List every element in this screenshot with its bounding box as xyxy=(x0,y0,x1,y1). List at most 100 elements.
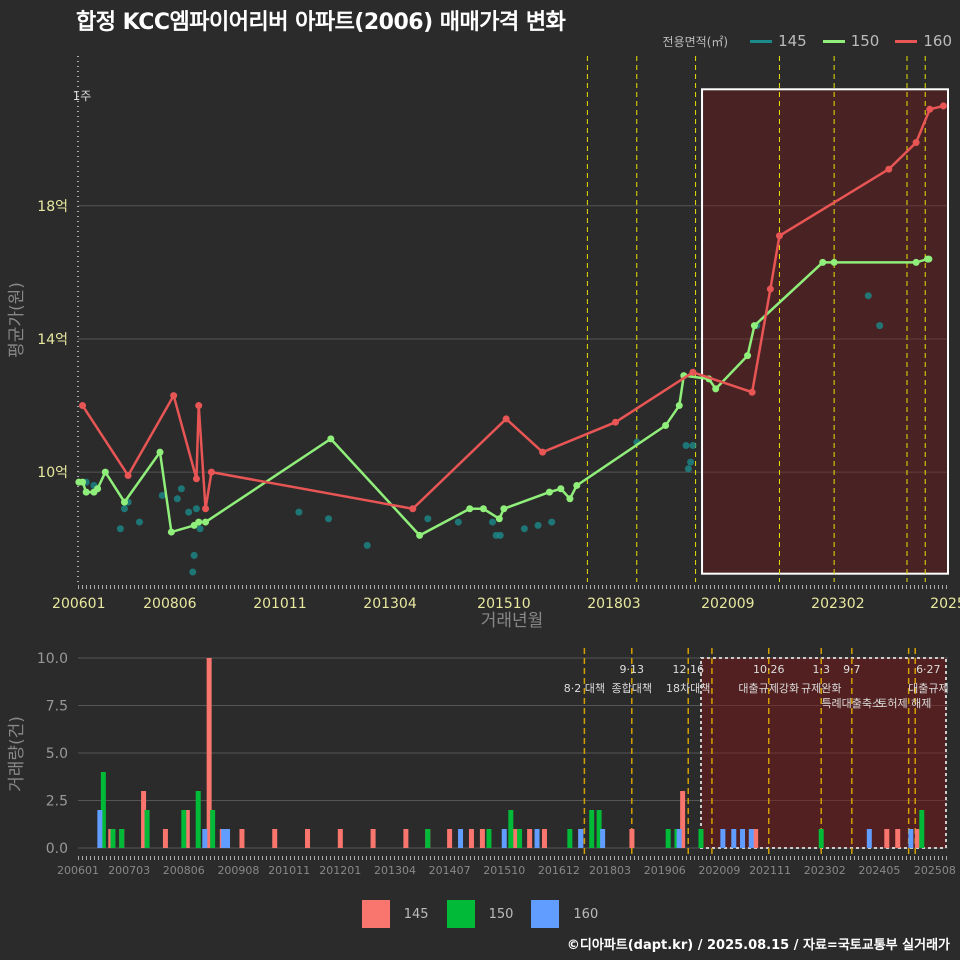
volume-bar-150 xyxy=(110,829,116,848)
price-xtick-label: 200601 xyxy=(52,596,105,612)
price-xtick-label: 201803 xyxy=(587,596,640,612)
volume-xtick-label: 201803 xyxy=(589,864,631,877)
volume-xtick-label: 202508 xyxy=(914,864,956,877)
volume-bar-160 xyxy=(600,829,606,848)
price-point-150 xyxy=(202,518,210,526)
price-point-150 xyxy=(101,468,109,476)
price-point-160 xyxy=(170,392,178,400)
volume-bar-145 xyxy=(206,658,212,848)
volume-bar-150 xyxy=(100,772,106,848)
price-point-160 xyxy=(539,448,547,456)
price-point-145 xyxy=(158,491,166,499)
price-point-160 xyxy=(766,285,774,293)
price-point-150 xyxy=(167,528,175,536)
volume-legend-label-160: 160 xyxy=(573,906,599,922)
volume-ytick-label: 7.5 xyxy=(46,699,68,715)
price-point-150 xyxy=(156,448,164,456)
price-point-160 xyxy=(689,368,697,376)
price-point-160 xyxy=(202,505,210,513)
price-line-150 xyxy=(78,257,929,537)
price-point-150 xyxy=(750,322,758,330)
volume-xtick-label: 202111 xyxy=(749,864,791,877)
policy-name-label: 종합대책 xyxy=(612,682,652,695)
volume-bar-145 xyxy=(895,829,901,848)
top-left-label: 1주 xyxy=(73,89,92,103)
volume-bar-160 xyxy=(908,829,914,848)
price-point-150 xyxy=(912,258,920,266)
price-point-160 xyxy=(502,415,510,423)
volume-bar-145 xyxy=(629,829,635,848)
volume-bar-150 xyxy=(589,810,595,848)
price-point-160 xyxy=(207,468,215,476)
volume-xtick-label: 200703 xyxy=(108,864,150,877)
volume-xtick-label: 202302 xyxy=(804,864,846,877)
policy-name-label: 18차대책 xyxy=(666,682,710,695)
price-point-160 xyxy=(79,402,87,410)
volume-xtick-label: 200908 xyxy=(217,864,259,877)
volume-bar-160 xyxy=(720,829,726,848)
legend-item-145[interactable]: 145 xyxy=(746,32,807,50)
volume-legend: 145 150 160 xyxy=(0,900,960,928)
volume-legend-label-145: 145 xyxy=(403,906,429,922)
price-point-145 xyxy=(496,531,504,539)
price-point-145 xyxy=(120,505,128,513)
volume-bar-160 xyxy=(458,829,464,848)
price-point-145 xyxy=(548,518,556,526)
legend-swatch-150 xyxy=(822,39,845,43)
volume-bar-150 xyxy=(818,829,824,848)
volume-bar-145 xyxy=(914,829,920,848)
legend-title: 전용면적(㎡) xyxy=(662,34,729,49)
price-point-150 xyxy=(79,478,87,486)
volume-bar-150 xyxy=(919,810,925,848)
price-point-150 xyxy=(925,255,933,263)
price-point-150 xyxy=(495,515,503,523)
legend-item-160[interactable]: 160 xyxy=(891,32,952,50)
policy-name-label: 대출규제강화 xyxy=(738,682,799,695)
volume-y-axis-title: 거래량(건) xyxy=(7,716,27,792)
price-point-145 xyxy=(363,541,371,549)
volume-bar-150 xyxy=(210,810,216,848)
volume-xtick-label: 201407 xyxy=(429,864,471,877)
price-point-150 xyxy=(416,531,424,539)
volume-bar-160 xyxy=(97,810,103,848)
price-point-145 xyxy=(185,508,193,516)
volume-bar-160 xyxy=(748,829,754,848)
price-point-145 xyxy=(177,485,185,493)
volume-legend-item-145[interactable]: 145 xyxy=(361,900,429,928)
legend-label-150: 150 xyxy=(850,32,880,50)
volume-legend-label-150: 150 xyxy=(488,906,514,922)
volume-bar-150 xyxy=(425,829,431,848)
price-ytick-label: 18억 xyxy=(37,199,68,215)
volume-legend-item-150[interactable]: 150 xyxy=(446,900,514,928)
series-legend: 전용면적(㎡) 145 150 160 xyxy=(663,32,952,50)
volume-bar-145 xyxy=(447,829,453,848)
volume-legend-item-160[interactable]: 160 xyxy=(531,900,598,928)
volume-bar-150 xyxy=(596,810,602,848)
price-point-150 xyxy=(712,385,720,393)
price-point-145 xyxy=(687,458,695,466)
volume-bar-145 xyxy=(680,791,686,848)
price-xtick-label: 201304 xyxy=(363,596,417,612)
volume-bar-145 xyxy=(272,829,278,848)
volume-bar-145 xyxy=(239,829,245,848)
legend-swatch-145 xyxy=(750,39,773,43)
volume-bar-160 xyxy=(866,829,872,848)
price-point-160 xyxy=(912,139,920,147)
price-point-150 xyxy=(573,481,581,489)
price-xtick-label: 202009 xyxy=(701,596,754,612)
volume-bar-160 xyxy=(534,829,540,848)
volume-bar-145 xyxy=(403,829,409,848)
volume-bar-160 xyxy=(225,829,231,848)
price-point-145 xyxy=(173,495,181,503)
legend-item-150[interactable]: 150 xyxy=(819,32,880,50)
price-point-145 xyxy=(689,442,697,450)
price-point-150 xyxy=(566,495,574,503)
volume-bar-150 xyxy=(698,829,704,848)
price-point-145 xyxy=(192,505,200,513)
price-point-150 xyxy=(557,485,565,493)
policy-date-label: 10·26 xyxy=(753,663,785,676)
price-point-150 xyxy=(675,402,683,410)
volume-bar-145 xyxy=(337,829,343,848)
chart-canvas: 10억 14억 18억 200601 200806 201011 201304 201510 2… xyxy=(7,56,960,877)
volume-ytick-label: 2.5 xyxy=(46,794,68,810)
